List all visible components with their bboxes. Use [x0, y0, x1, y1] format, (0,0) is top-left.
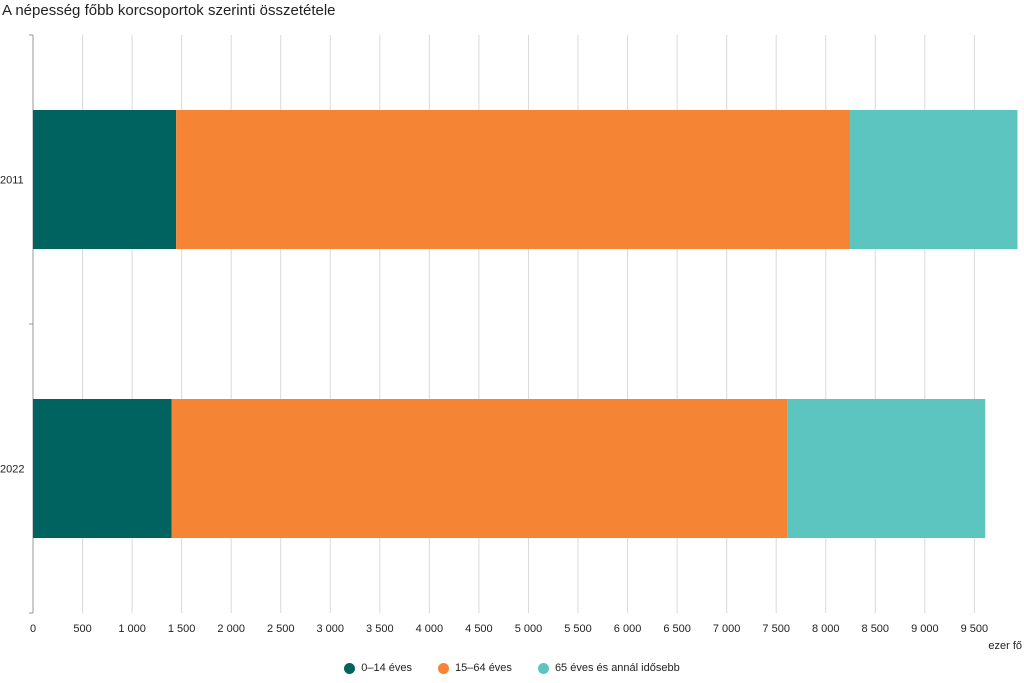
legend-item[interactable]: 65 éves és annál idősebb	[537, 662, 680, 674]
legend-label: 15–64 éves	[455, 662, 512, 674]
x-tick-label: 1 000	[118, 623, 146, 635]
x-tick-label: 7 000	[713, 623, 741, 635]
x-tick-label: 8 000	[812, 623, 840, 635]
x-tick-label: 1 500	[168, 623, 196, 635]
x-tick-label: 9 000	[911, 623, 939, 635]
bar-2022-series-1	[171, 399, 788, 538]
x-tick-label: 4 500	[465, 623, 493, 635]
legend-label: 65 éves és annál idősebb	[554, 662, 680, 674]
chart-legend: 0–14 éves 15–64 éves 65 éves és annál idős…	[0, 662, 1024, 674]
category-label: 2022	[0, 464, 24, 476]
chart-plot: 2011 2022 0 500 1 000 1 500 2 000 2 500 3 000 3 5…	[0, 34, 1022, 650]
bar-2011-series-1	[176, 110, 851, 249]
x-tick-label: 2 000	[217, 623, 245, 635]
x-tick-label: 4 000	[416, 623, 444, 635]
bar-2011-series-0	[33, 110, 177, 249]
x-tick-label: 3 000	[317, 623, 345, 635]
legend-marker-icon	[537, 662, 549, 674]
x-axis-unit-label: ezer fő	[988, 640, 1022, 650]
bar-2011-series-2	[850, 110, 1018, 249]
bar-2022-series-2	[787, 399, 986, 538]
x-tick-label: 8 500	[862, 623, 890, 635]
x-tick-label: 3 500	[366, 623, 394, 635]
x-tick-label: 6 000	[614, 623, 642, 635]
x-tick-label: 6 500	[663, 623, 691, 635]
legend-label: 0–14 éves	[361, 662, 413, 674]
legend-marker-icon	[344, 662, 356, 674]
x-tick-label: 5 000	[515, 623, 543, 635]
x-tick-label: 2 500	[267, 623, 295, 635]
category-label: 2011	[0, 175, 24, 187]
bar-2022-series-0	[33, 399, 172, 538]
x-tick-label: 500	[73, 623, 91, 635]
legend-item[interactable]: 15–64 éves	[438, 662, 512, 674]
legend-marker-icon	[438, 662, 450, 674]
x-tick-label: 0	[30, 623, 36, 635]
legend-item[interactable]: 0–14 éves	[344, 662, 412, 674]
x-tick-label: 5 500	[564, 623, 592, 635]
x-tick-label: 9 500	[961, 623, 989, 635]
x-tick-label: 7 500	[762, 623, 790, 635]
chart-title: A népesség főbb korcsoportok szerinti ös…	[2, 2, 336, 19]
